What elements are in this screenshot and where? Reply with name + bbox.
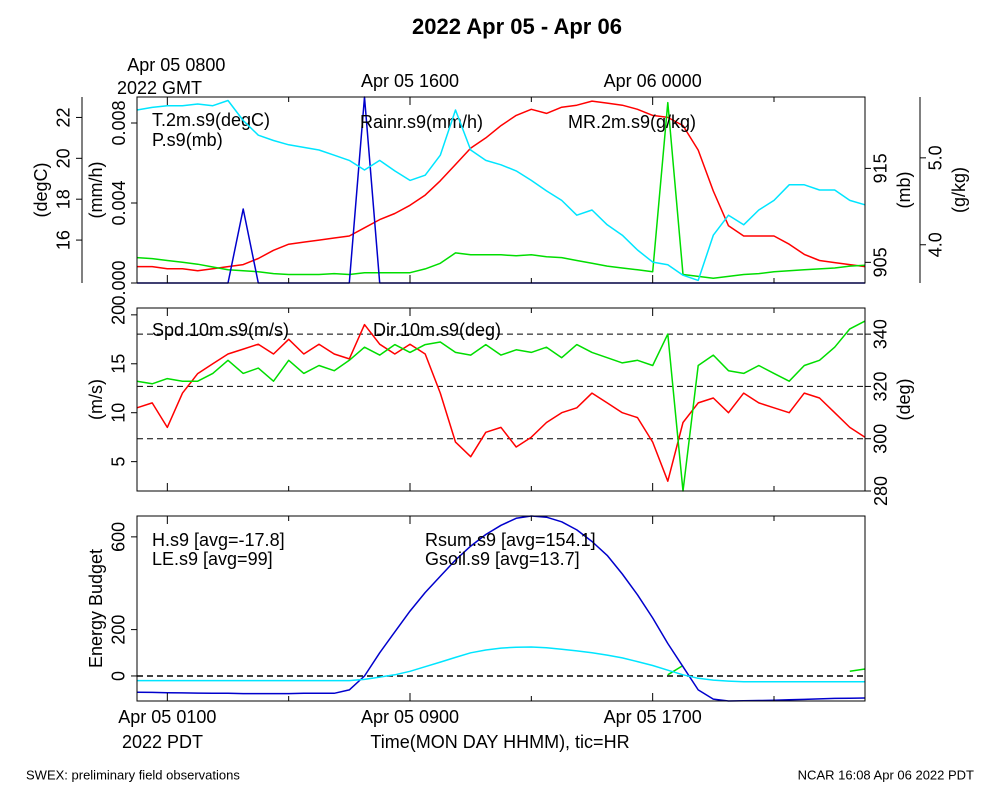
series-line <box>136 320 866 492</box>
y-tick-label: 200 <box>109 615 129 645</box>
chart-title: 2022 Apr 05 - Apr 06 <box>412 14 622 39</box>
y-tick-label: 340 <box>871 319 891 349</box>
top-x-tick-label: Apr 06 0000 <box>604 71 702 91</box>
y-tick-label: 0 <box>109 671 129 681</box>
legend-label: P.s9(mb) <box>152 130 223 150</box>
y-tick-label: 4.0 <box>926 232 946 257</box>
footer-left: SWEX: preliminary field observations <box>26 767 240 782</box>
y-tick-label: 5 <box>109 457 129 467</box>
series-line <box>136 323 866 482</box>
y-tick-label: 300 <box>871 424 891 454</box>
y-tick-label: 16 <box>54 230 74 250</box>
bottom-year-label: 2022 PDT <box>122 732 203 752</box>
y-tick-label: 0.008 <box>109 100 129 145</box>
y-axis-label: (deg) <box>894 378 914 420</box>
footer-right: NCAR 16:08 Apr 06 2022 PDT <box>798 767 974 782</box>
legend-label: MR.2m.s9(g/kg) <box>568 112 696 132</box>
plot-frame <box>136 515 866 702</box>
series-line <box>667 664 866 676</box>
y-axis-label: (mm/h) <box>86 162 106 219</box>
y-tick-label: 905 <box>871 247 891 277</box>
plot-frame <box>136 307 866 492</box>
legend-label: Dir.10m.s9(deg) <box>373 320 501 340</box>
top-x-tick-label: Apr 05 0800 <box>127 55 225 75</box>
x-axis-label: Time(MON DAY HHMM), tic=HR <box>370 732 629 752</box>
legend-label: LE.s9 [avg=99] <box>152 549 273 569</box>
y-axis-label: (degC) <box>31 162 51 217</box>
y-tick-label: 600 <box>109 522 129 552</box>
y-tick-label: 18 <box>54 189 74 209</box>
legend-label: Rsum.s9 [avg=154.1] <box>425 530 596 550</box>
legend-label: H.s9 [avg=-17.8] <box>152 530 285 550</box>
y-axis-label: Energy Budget <box>86 549 106 668</box>
series-line <box>137 100 866 272</box>
y-tick-label: 15 <box>109 354 129 374</box>
top-year-label: 2022 GMT <box>117 78 202 98</box>
y-axis-label: (m/s) <box>86 379 106 420</box>
y-tick-label: 5.0 <box>926 145 946 170</box>
legend-label: Spd.10m.s9(m/s) <box>152 320 289 340</box>
plot-frame <box>136 96 866 284</box>
y-tick-label: 0.004 <box>109 180 129 225</box>
top-x-tick-label: Apr 05 1600 <box>361 71 459 91</box>
y-axis-label: (mb) <box>894 172 914 209</box>
y-tick-label: 915 <box>871 153 891 183</box>
legend-label: Rainr.s9(mm/h) <box>360 112 483 132</box>
series-line <box>136 101 866 280</box>
y-tick-label: 10 <box>109 403 129 423</box>
x-tick-label: Apr 05 0100 <box>118 707 216 727</box>
y-tick-label: 0.000 <box>109 260 129 305</box>
y-tick-label: 22 <box>54 107 74 127</box>
y-tick-label: 280 <box>871 476 891 506</box>
x-tick-label: Apr 05 1700 <box>604 707 702 727</box>
series-line <box>136 99 866 282</box>
legend-label: T.2m.s9(degC) <box>152 110 270 130</box>
y-tick-label: 20 <box>54 148 74 168</box>
y-tick-label: 20 <box>109 305 129 325</box>
legend-label: Gsoil.s9 [avg=13.7] <box>425 549 580 569</box>
y-tick-label: 320 <box>871 371 891 401</box>
y-axis-label: (g/kg) <box>949 167 969 213</box>
x-tick-label: Apr 05 0900 <box>361 707 459 727</box>
series-line <box>137 646 865 683</box>
